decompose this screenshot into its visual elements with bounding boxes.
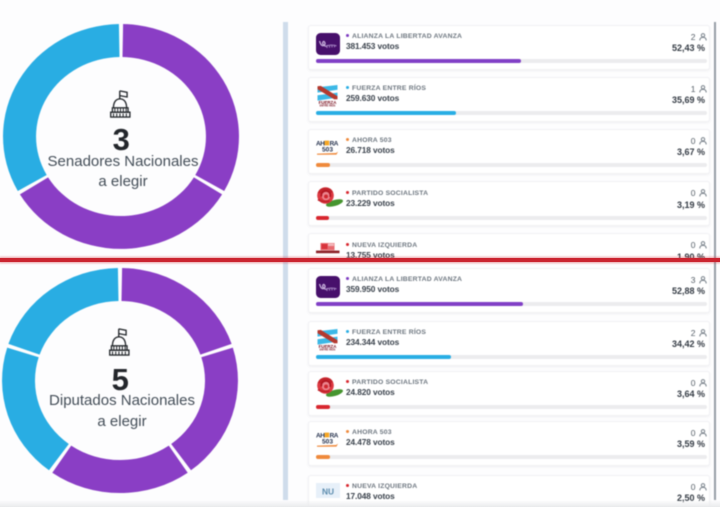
svg-text:ENTRE RIOS: ENTRE RIOS <box>320 347 336 350</box>
svg-text:RA: RA <box>330 140 339 147</box>
svg-text:503: 503 <box>322 438 333 445</box>
svg-text:FUERZA: FUERZA <box>319 343 338 348</box>
svg-text:503: 503 <box>322 146 333 153</box>
svg-text:AH: AH <box>316 432 325 439</box>
svg-text:AH: AH <box>316 140 325 147</box>
svg-text:FUERZA: FUERZA <box>319 99 338 104</box>
svg-text:RA: RA <box>330 432 339 439</box>
svg-text:NU: NU <box>322 486 334 496</box>
svg-text:ENTRE RIOS: ENTRE RIOS <box>320 103 336 106</box>
